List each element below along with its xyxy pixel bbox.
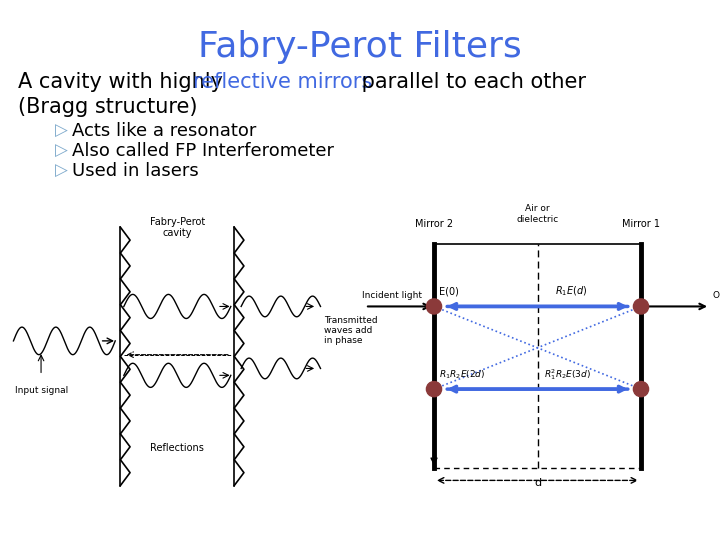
Text: Reflections: Reflections: [150, 443, 204, 453]
Text: A cavity with highly: A cavity with highly: [18, 72, 230, 92]
Text: Also called FP Interferometer: Also called FP Interferometer: [72, 142, 334, 160]
Text: Acts like a resonator: Acts like a resonator: [72, 122, 256, 140]
Circle shape: [634, 382, 649, 397]
Circle shape: [426, 382, 441, 397]
Text: $R_1R_2E(2d)$: $R_1R_2E(2d)$: [439, 368, 485, 381]
Text: ▷: ▷: [55, 142, 68, 160]
Text: Air or
dielectric: Air or dielectric: [516, 204, 559, 224]
Text: $R_1^2R_2E(3d)$: $R_1^2R_2E(3d)$: [544, 367, 592, 382]
Text: Fabry-Perot Filters: Fabry-Perot Filters: [198, 30, 522, 64]
Text: Fabry-Perot
cavity: Fabry-Perot cavity: [150, 217, 205, 239]
Text: Outgoing light: Outgoing light: [714, 291, 720, 300]
Text: parallel to each other: parallel to each other: [355, 72, 586, 92]
Circle shape: [634, 299, 649, 314]
Text: d: d: [534, 477, 541, 488]
Text: E(0): E(0): [439, 286, 459, 296]
Text: Transmitted
waves add
in phase: Transmitted waves add in phase: [324, 316, 377, 346]
Text: ▷: ▷: [55, 122, 68, 140]
Text: ▷: ▷: [55, 162, 68, 180]
Circle shape: [426, 299, 441, 314]
Text: Mirror 1: Mirror 1: [622, 219, 660, 229]
Text: Input signal: Input signal: [15, 386, 68, 395]
Text: Incident light: Incident light: [361, 291, 421, 300]
Text: Used in lasers: Used in lasers: [72, 162, 199, 180]
Text: (Bragg structure): (Bragg structure): [18, 97, 197, 117]
Text: reflective mirrors: reflective mirrors: [193, 72, 372, 92]
Text: Mirror 2: Mirror 2: [415, 219, 453, 229]
Text: $R_1E(d)$: $R_1E(d)$: [554, 285, 588, 298]
